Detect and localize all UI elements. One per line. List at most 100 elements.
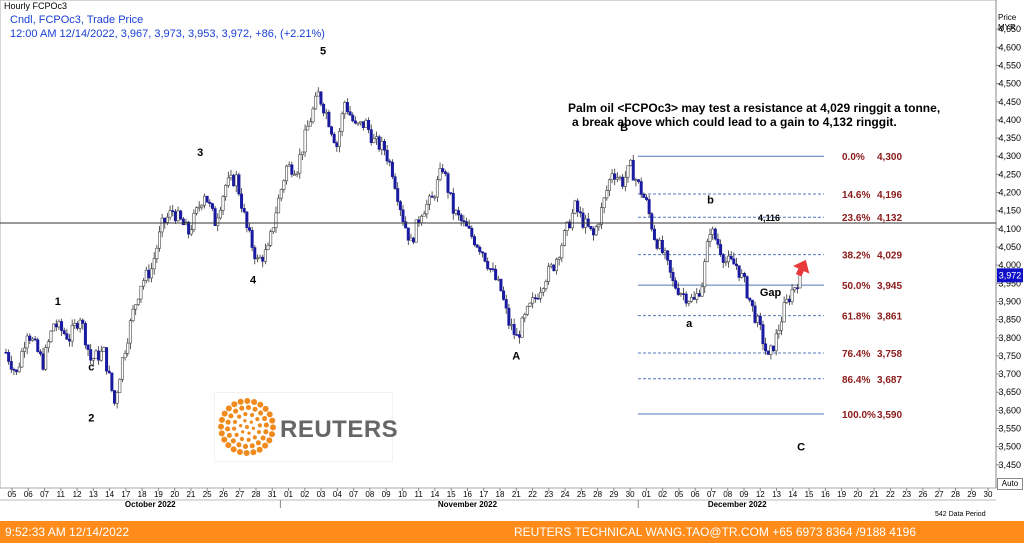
candle-body: [105, 347, 109, 372]
footer-credit: REUTERS TECHNICAL WANG.TAO@TR.COM +65 69…: [514, 525, 916, 539]
candle-body: [520, 317, 524, 338]
candle-body: [7, 352, 11, 362]
candle-body: [131, 308, 135, 321]
candle-body: [25, 335, 29, 349]
candle-body: [592, 228, 596, 236]
logo-dot: [251, 398, 258, 405]
logo-dot: [233, 408, 239, 414]
candle-body: [449, 192, 453, 194]
candle-body: [703, 261, 707, 288]
fib-percent: 86.4%: [842, 375, 870, 386]
x-tick-label: 25: [203, 490, 212, 499]
logo-dot: [228, 413, 234, 419]
candle-body: [377, 136, 381, 150]
candle-body: [446, 173, 450, 193]
candle-body: [213, 208, 217, 226]
x-tick-label: 01: [642, 490, 651, 499]
logo-dot: [245, 405, 252, 411]
candle-body: [454, 210, 458, 214]
month-label: December 2022: [708, 500, 767, 509]
x-tick-label: 24: [561, 490, 570, 499]
footer-timestamp: 9:52:33 AM 12/14/2022: [5, 525, 130, 539]
candle-body: [711, 228, 715, 235]
logo-dot: [262, 416, 268, 422]
x-tick-label: 15: [447, 490, 456, 499]
logo-dot: [237, 398, 244, 405]
candle-body: [319, 91, 323, 105]
candle-body: [594, 226, 598, 236]
candle-body: [502, 290, 506, 300]
wave-label: c: [88, 361, 94, 373]
candle-body: [589, 225, 593, 230]
x-tick-label: 08: [723, 490, 732, 499]
candle-body: [782, 302, 786, 323]
x-tick-label: 06: [691, 490, 700, 499]
candle-body: [692, 297, 696, 300]
candle-body: [467, 225, 471, 229]
logo-dot: [221, 436, 228, 443]
candle-body: [544, 281, 548, 290]
logo-dot: [257, 423, 263, 428]
candle-body: [351, 114, 355, 122]
candle-body: [549, 264, 553, 267]
candle-body: [136, 298, 140, 306]
auto-scale-toggle[interactable]: Auto: [997, 478, 1023, 490]
candle-body: [417, 219, 421, 224]
candle-body: [269, 231, 273, 246]
candle-body: [62, 330, 66, 334]
candle-body: [240, 193, 244, 209]
candle-body: [441, 168, 445, 173]
candle-body: [258, 256, 262, 259]
candle-body: [221, 196, 225, 211]
x-tick-label: 31: [268, 490, 277, 499]
x-tick-label: 13: [772, 490, 781, 499]
x-tick-label: 18: [496, 490, 505, 499]
wave-label: a: [686, 318, 693, 330]
candle-body: [81, 319, 85, 324]
last-price-value: 3,972: [999, 270, 1022, 280]
candle-body: [247, 227, 251, 231]
candle-body: [406, 227, 410, 241]
candle-body: [306, 125, 310, 131]
x-tick-label: 09: [382, 490, 391, 499]
candle-body: [176, 210, 180, 222]
candle-body: [28, 335, 32, 341]
wave-label: B: [620, 122, 628, 134]
x-tick-label: 15: [805, 490, 814, 499]
fib-value: 3,590: [877, 410, 902, 421]
candle-body: [766, 350, 770, 355]
logo-dot: [225, 426, 231, 432]
candle-body: [626, 165, 630, 178]
y-tick-label: 4,500: [998, 79, 1021, 89]
candle-body: [637, 179, 641, 182]
candle-body: [210, 203, 214, 209]
candle-body: [470, 228, 474, 237]
candle-body: [234, 174, 238, 187]
x-tick-label: 16: [821, 490, 830, 499]
logo-dot: [249, 443, 255, 449]
candle-body: [420, 215, 424, 224]
candle-body: [303, 129, 307, 153]
x-tick-label: 14: [788, 490, 797, 499]
candle-body: [787, 298, 791, 303]
candle-body: [671, 272, 675, 281]
x-tick-label: 19: [154, 490, 163, 499]
candle-body: [250, 230, 254, 248]
logo-dot: [242, 443, 249, 449]
logo-dot: [252, 406, 258, 412]
logo-dot: [269, 417, 276, 424]
logo-dot: [256, 429, 262, 435]
reuters-logo: REUTERS: [214, 392, 398, 462]
candle-body: [409, 237, 413, 241]
month-label: October 2022: [125, 500, 176, 509]
candle-body: [78, 319, 82, 329]
candle-body: [388, 160, 392, 163]
candle-body: [316, 91, 320, 97]
candle-body: [70, 325, 74, 342]
logo-dot: [218, 430, 225, 437]
candle-body: [642, 194, 646, 198]
candle-body: [557, 257, 561, 260]
candle-body: [75, 322, 79, 329]
candle-body: [195, 207, 199, 214]
candle-body: [602, 197, 606, 208]
